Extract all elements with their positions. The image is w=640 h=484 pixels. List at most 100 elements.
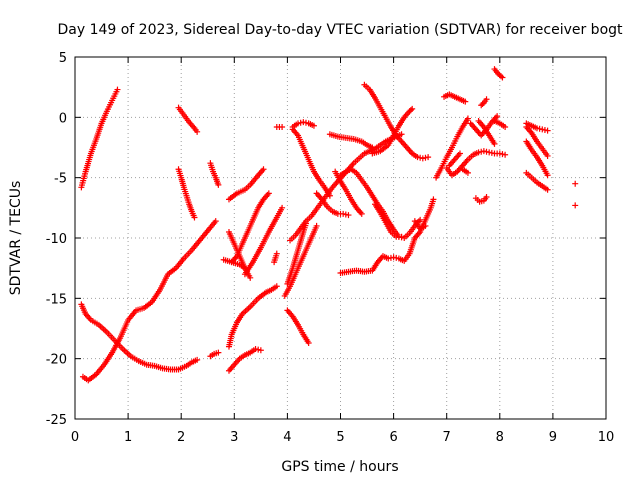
data-point-marker	[265, 190, 272, 197]
data-point-marker	[345, 212, 352, 219]
data-point-marker	[297, 119, 304, 126]
data-point-marker	[494, 113, 501, 120]
y-tick-label: 0	[59, 111, 67, 126]
data-point-marker	[572, 180, 579, 187]
data-point-marker	[539, 126, 546, 133]
data-point-marker	[499, 151, 506, 158]
data-point-marker	[572, 202, 579, 209]
data-point-marker	[215, 349, 222, 356]
data-point-marker	[295, 120, 302, 127]
data-point-marker	[491, 140, 498, 147]
y-tick-label: -25	[46, 413, 67, 428]
y-tick-label: -15	[46, 292, 67, 307]
data-point-marker	[419, 155, 426, 162]
x-tick-label: 9	[549, 430, 557, 445]
data-point-marker	[247, 274, 254, 281]
data-point-marker	[479, 101, 486, 108]
chart-title: Day 149 of 2023, Sidereal Day-to-day VTE…	[57, 22, 623, 38]
y-tick-label: -20	[46, 353, 67, 368]
data-point-marker	[279, 123, 286, 130]
data-point-marker	[302, 119, 309, 126]
data-point-marker	[478, 148, 485, 155]
data-point-marker	[191, 214, 198, 221]
data-point-marker	[310, 122, 317, 129]
data-point-marker	[502, 123, 509, 130]
data-point-marker	[417, 154, 424, 161]
data-point-marker	[422, 222, 429, 229]
data-point-marker	[393, 254, 400, 261]
y-tick-label: -5	[54, 172, 67, 187]
x-tick-label: 10	[598, 430, 615, 445]
data-point-marker	[194, 128, 201, 135]
x-tick-label: 7	[443, 430, 451, 445]
data-point-marker	[385, 255, 392, 262]
data-point-marker	[544, 172, 551, 179]
data-point-marker	[387, 254, 394, 261]
data-point-marker	[486, 149, 493, 156]
data-point-marker	[390, 254, 397, 261]
tick-labels: 0 1 2 3 4 5 6 7 8 9 10 5 0 -5 -10 -15 -20 -25	[46, 51, 615, 445]
data-points	[78, 66, 579, 384]
data-point-marker	[425, 154, 432, 161]
x-tick-label: 1	[124, 430, 132, 445]
data-point-marker	[369, 144, 376, 151]
data-point-marker	[502, 151, 509, 158]
data-point-marker	[407, 107, 414, 114]
data-point-marker	[215, 181, 222, 188]
plot-frame	[74, 56, 607, 420]
data-point-marker	[260, 166, 267, 173]
data-point-marker	[462, 98, 469, 105]
data-point-marker	[279, 204, 286, 211]
data-point-marker	[414, 154, 421, 161]
data-point-marker	[358, 210, 365, 217]
data-point-marker	[430, 196, 437, 203]
data-point-marker	[456, 150, 463, 157]
data-point-marker	[305, 339, 312, 346]
data-point-marker	[480, 148, 487, 155]
data-point-marker	[326, 192, 333, 199]
data-point-marker	[464, 115, 471, 122]
data-point-marker	[398, 131, 405, 138]
data-point-marker	[212, 218, 219, 225]
data-point-marker	[273, 283, 280, 290]
data-point-marker	[496, 150, 503, 157]
x-tick-label: 6	[389, 430, 397, 445]
data-point-marker	[409, 105, 416, 112]
data-point-marker	[313, 222, 320, 229]
data-point-marker	[255, 346, 262, 353]
data-point-marker	[342, 211, 349, 218]
data-point-marker	[483, 96, 490, 103]
data-point-marker	[536, 125, 543, 132]
data-point-marker	[194, 356, 201, 363]
data-point-marker	[544, 186, 551, 193]
x-axis-label: GPS time / hours	[281, 459, 398, 475]
data-point-marker	[488, 149, 495, 156]
data-point-marker	[114, 86, 121, 93]
data-point-marker	[300, 119, 307, 126]
x-tick-label: 8	[496, 430, 504, 445]
x-tick-label: 3	[230, 430, 238, 445]
data-point-marker	[499, 74, 506, 81]
data-point-marker	[417, 216, 424, 223]
grid-lines	[75, 57, 606, 419]
data-point-marker	[252, 346, 259, 353]
x-tick-label: 5	[336, 430, 344, 445]
data-point-marker	[475, 149, 482, 156]
data-point-marker	[273, 250, 280, 257]
data-point-marker	[340, 210, 347, 217]
data-point-marker	[464, 169, 471, 176]
x-tick-label: 4	[283, 430, 291, 445]
data-point-marker	[541, 127, 548, 134]
data-point-marker	[483, 193, 490, 200]
y-tick-label: 5	[59, 51, 67, 66]
x-tick-label: 0	[71, 430, 79, 445]
axis-ticks	[74, 56, 607, 420]
y-tick-label: -10	[46, 232, 67, 247]
x-tick-label: 2	[177, 430, 185, 445]
data-point-marker	[483, 148, 490, 155]
data-point-marker	[544, 127, 551, 134]
data-point-marker	[422, 154, 429, 161]
